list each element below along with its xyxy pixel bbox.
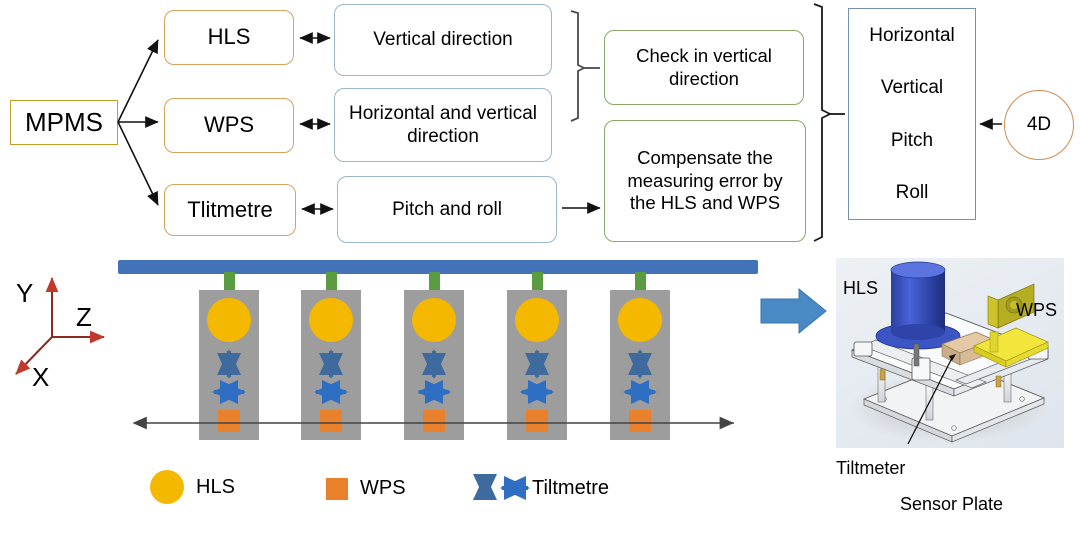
hls-sensor-icon [412, 298, 456, 342]
photo-label-wps: WPS [1016, 300, 1058, 320]
sensor-label-wps: WPS [203, 112, 255, 138]
sensor-plate-photo [836, 258, 1064, 448]
legend-item-wps: WPS [326, 477, 406, 500]
mpms-box[interactable]: MPMS [10, 100, 118, 145]
reference-beam [118, 260, 758, 274]
hls-sensor-icon [309, 298, 353, 342]
wps-sensor-icon [629, 410, 651, 432]
wps-sensor-icon [218, 410, 240, 432]
direction-box-horizontal-vertical[interactable]: Horizontal and vertical direction [334, 88, 552, 162]
hls-sensor-icon [515, 298, 559, 342]
legend-label-tiltmetre: Tiltmetre [532, 477, 610, 499]
support-rod [635, 272, 646, 304]
action-label-check-vertical: Check in vertical direction [636, 44, 772, 89]
output-box[interactable]: Horizontal Vertical Pitch Roll [848, 8, 976, 220]
sensor-box-tiltmetre[interactable]: Tlitmetre [164, 184, 296, 236]
direction-box-pitch-roll[interactable]: Pitch and roll [337, 176, 557, 243]
sensor-label-hls: HLS [207, 24, 251, 50]
sensor-label-tiltmetre: Tlitmetre [187, 196, 273, 222]
axis-label-y: Y [16, 278, 34, 308]
wps-sensor-icon [320, 410, 342, 432]
legend-label-wps: WPS [360, 477, 406, 499]
axis-label-z: Z [76, 302, 92, 332]
legend-item-hls: HLS [150, 470, 235, 504]
sensor-box-wps[interactable]: WPS [164, 98, 294, 153]
output-item-horizontal: Horizontal [869, 24, 955, 46]
output-item-roll: Roll [895, 182, 929, 204]
support-rod [429, 272, 440, 304]
output-item-vertical: Vertical [880, 77, 944, 99]
direction-box-vertical[interactable]: Vertical direction [334, 4, 552, 76]
support-rod [326, 272, 337, 304]
support-rod [532, 272, 543, 304]
wps-sensor-icon [423, 410, 445, 432]
wps-sensor-icon [526, 410, 548, 432]
sensor-plate-render [848, 261, 1050, 445]
output-item-pitch: Pitch [890, 129, 934, 151]
action-box-compensate[interactable]: Compensate the measuring error by the HL… [604, 120, 806, 242]
hls-sensor-icon [207, 298, 251, 342]
legend-label-hls: HLS [196, 475, 235, 498]
mpms-label: MPMS [25, 106, 103, 137]
support-rod [224, 272, 235, 304]
wps-square-icon [326, 477, 348, 500]
axis-label-x: X [32, 362, 50, 392]
action-box-check-vertical[interactable]: Check in vertical direction [604, 30, 804, 105]
direction-label-pitch-roll: Pitch and roll [392, 198, 502, 220]
photo-label-tiltmeter: Tiltmeter [836, 458, 906, 478]
photo-caption-sensor-plate: Sensor Plate [900, 494, 1004, 514]
legend-item-tiltmetre: Tiltmetre [532, 477, 609, 500]
four-d-circle[interactable]: 4D [1004, 90, 1074, 160]
action-label-compensate: Compensate the measuring error by the HL… [627, 147, 783, 214]
hls-sensor-icon [618, 298, 662, 342]
sensor-box-hls[interactable]: HLS [164, 10, 294, 65]
photo-label-hls: HLS [843, 278, 879, 298]
four-d-label: 4D [1026, 114, 1052, 135]
direction-label-vertical: Vertical direction [373, 29, 513, 51]
direction-label-horizontal-vertical: Horizontal and vertical direction [349, 102, 537, 147]
hls-circle-icon [150, 470, 184, 504]
